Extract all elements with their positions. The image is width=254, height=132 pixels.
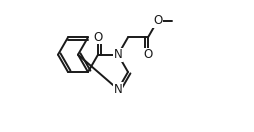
Text: O: O — [153, 14, 162, 27]
Text: O: O — [93, 31, 103, 44]
Text: N: N — [114, 83, 122, 96]
Text: O: O — [143, 48, 153, 62]
Text: N: N — [114, 48, 122, 61]
